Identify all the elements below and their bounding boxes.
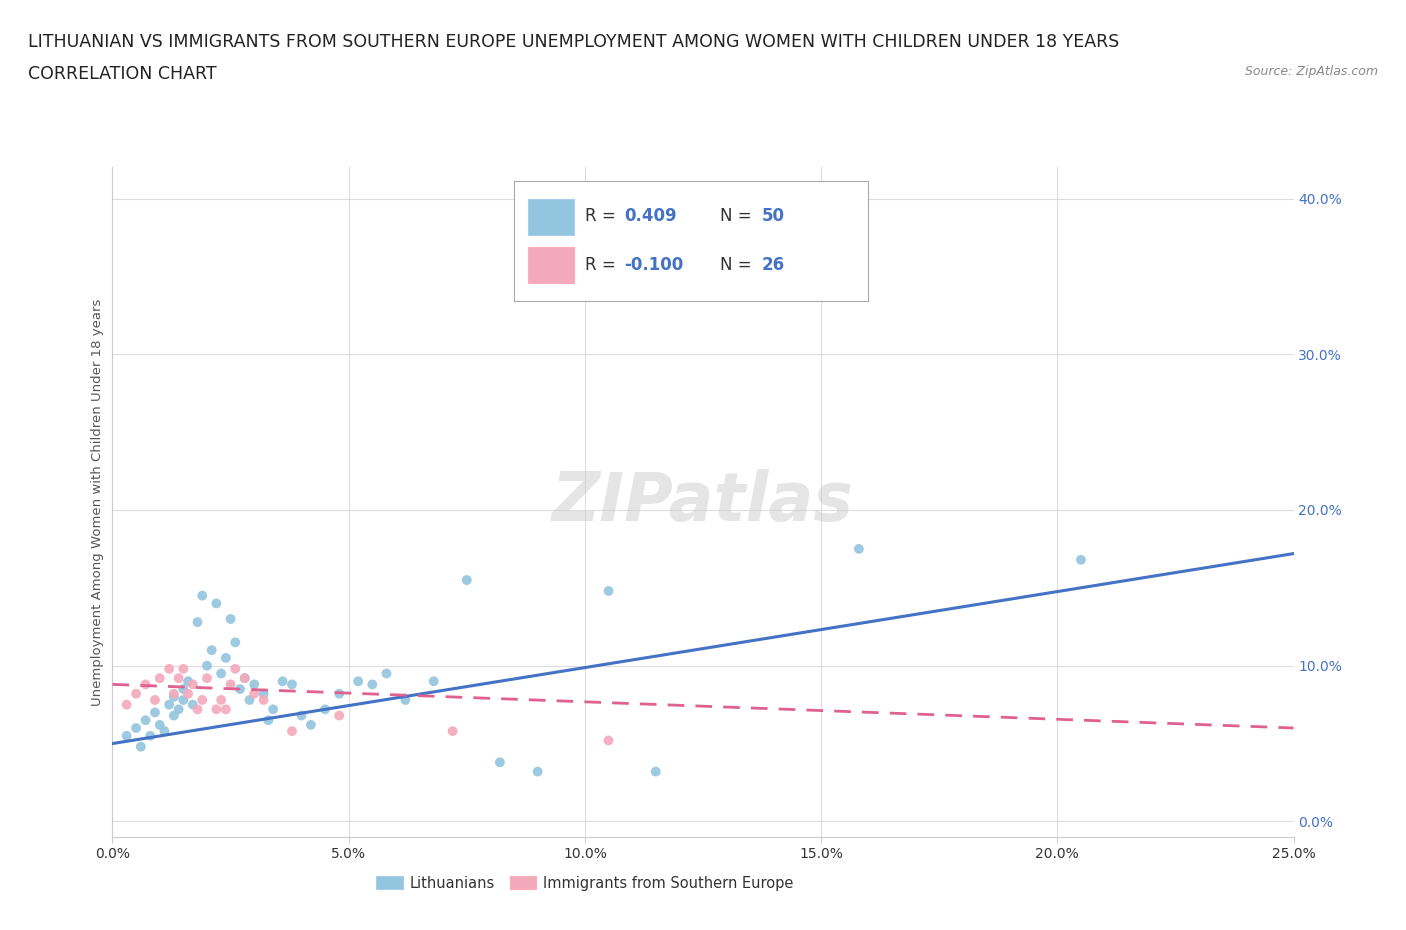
Point [149, 717, 172, 732]
Point [115, 698, 138, 712]
Point [163, 686, 186, 701]
Point [394, 693, 416, 708]
Point [209, 666, 232, 681]
Text: Source: ZipAtlas.com: Source: ZipAtlas.com [1244, 65, 1378, 78]
Point [186, 702, 208, 717]
Point [125, 686, 148, 701]
Point [177, 674, 200, 689]
Point [422, 674, 444, 689]
Point [135, 712, 157, 727]
Point [143, 705, 166, 720]
Point [167, 702, 190, 717]
Point [135, 677, 157, 692]
Point [233, 671, 256, 685]
Point [271, 674, 294, 689]
Point [195, 658, 218, 673]
Point [253, 693, 276, 708]
Point [233, 671, 256, 685]
Point [139, 728, 162, 743]
Point [125, 721, 148, 736]
Point [215, 702, 238, 717]
Point [163, 708, 186, 723]
Point [526, 764, 548, 779]
Point [361, 677, 384, 692]
Point [375, 666, 398, 681]
Point [441, 724, 464, 738]
Point [598, 583, 620, 598]
Point [219, 677, 242, 692]
Point [167, 671, 190, 685]
Point [262, 702, 284, 717]
Point [243, 686, 266, 701]
Point [281, 677, 304, 692]
Point [191, 588, 214, 603]
Point [224, 635, 246, 650]
Point [153, 724, 176, 738]
Point [328, 686, 350, 701]
Point [195, 671, 218, 685]
Point [243, 677, 266, 692]
Point [205, 596, 228, 611]
Point [157, 661, 180, 676]
Point [229, 682, 252, 697]
Point [598, 733, 620, 748]
Y-axis label: Unemployment Among Women with Children Under 18 years: Unemployment Among Women with Children U… [91, 299, 104, 706]
Text: ZIPatlas: ZIPatlas [553, 470, 853, 535]
Legend: Lithuanians, Immigrants from Southern Europe: Lithuanians, Immigrants from Southern Eu… [370, 870, 800, 897]
Point [299, 717, 322, 732]
Point [143, 693, 166, 708]
Point [129, 739, 152, 754]
Point [290, 708, 312, 723]
Point [489, 755, 512, 770]
Point [1070, 552, 1092, 567]
Point [181, 698, 204, 712]
Point [181, 677, 204, 692]
Point [253, 686, 276, 701]
Point [205, 702, 228, 717]
Point [224, 661, 246, 676]
Text: CORRELATION CHART: CORRELATION CHART [28, 65, 217, 83]
Text: LITHUANIAN VS IMMIGRANTS FROM SOUTHERN EUROPE UNEMPLOYMENT AMONG WOMEN WITH CHIL: LITHUANIAN VS IMMIGRANTS FROM SOUTHERN E… [28, 33, 1119, 50]
Point [456, 573, 478, 588]
Point [209, 693, 232, 708]
Point [238, 693, 260, 708]
Point [177, 686, 200, 701]
Point [219, 612, 242, 627]
Point [848, 541, 870, 556]
Point [281, 724, 304, 738]
Point [644, 764, 666, 779]
Point [215, 650, 238, 665]
Point [172, 682, 194, 697]
Point [314, 702, 336, 717]
Point [163, 689, 186, 704]
Point [186, 615, 208, 630]
Point [328, 708, 350, 723]
Point [172, 661, 194, 676]
Point [347, 674, 370, 689]
Point [172, 693, 194, 708]
Point [201, 643, 224, 658]
Point [191, 693, 214, 708]
Point [149, 671, 172, 685]
Point [157, 698, 180, 712]
Point [257, 712, 280, 727]
Point [115, 728, 138, 743]
